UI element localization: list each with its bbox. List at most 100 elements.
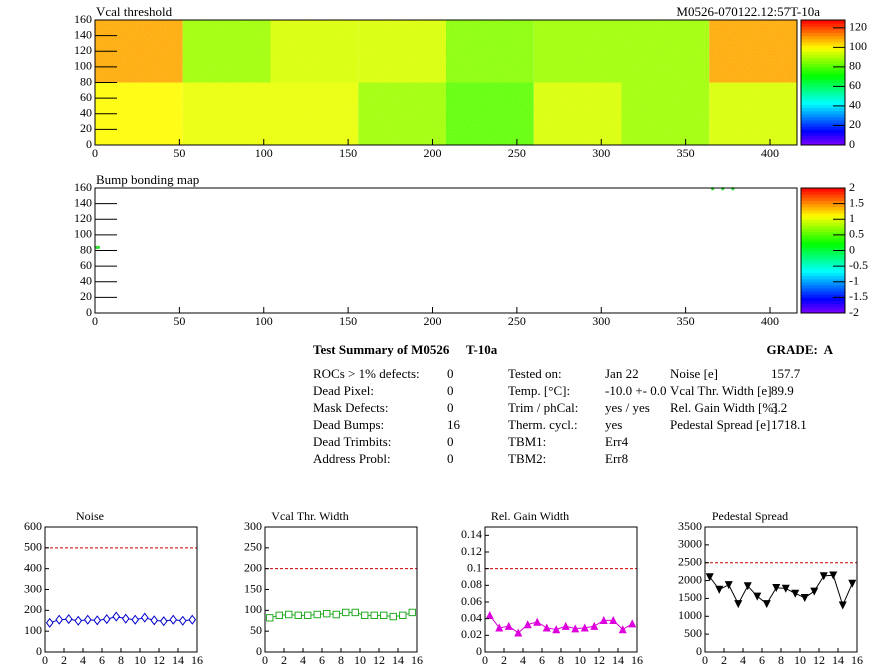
summary-label: Therm. cycl.: — [508, 417, 578, 432]
colorbar-step — [801, 303, 845, 308]
data-point — [495, 623, 504, 632]
x-tick-label: 8 — [338, 653, 344, 667]
colorbar-step — [801, 263, 845, 267]
colorbar-step — [801, 309, 845, 314]
colorbar-step — [801, 297, 845, 301]
colorbar-step — [801, 206, 845, 211]
colorbar-tick-label: 0 — [849, 242, 855, 256]
x-tick-label: 150 — [339, 314, 357, 328]
colorbar-step — [801, 244, 845, 248]
colorbar-tick-label: -1.5 — [849, 289, 868, 303]
x-tick-label: 6 — [759, 653, 765, 667]
colorbar-step — [801, 278, 845, 283]
colorbar-step — [801, 101, 845, 105]
colorbar-tick-label: 100 — [849, 39, 867, 53]
y-tick-label: 100 — [74, 59, 92, 73]
summary-label: Temp. [°C]: — [508, 383, 570, 398]
y-tick-label: 2000 — [678, 572, 702, 586]
chart-subtitle: M0526-070122.12:57T-10a — [676, 4, 820, 19]
y-tick-label: 60 — [80, 258, 92, 272]
colorbar-step — [801, 209, 845, 214]
x-tick-label: 50 — [173, 314, 185, 328]
x-tick-label: 2 — [721, 653, 727, 667]
summary-value: Err4 — [605, 434, 629, 449]
colorbar-step — [801, 48, 845, 52]
data-point — [332, 610, 340, 619]
x-tick-label: 4 — [300, 653, 306, 667]
summary-value: 89.9 — [771, 383, 794, 398]
y-tick-label: 20 — [80, 289, 92, 303]
data-point — [45, 617, 54, 628]
x-tick-label: 0 — [702, 653, 708, 667]
data-point — [178, 615, 187, 626]
colorbar-step — [801, 88, 845, 93]
summary-module-tag: T-10a — [466, 342, 498, 357]
x-tick-label: 100 — [255, 314, 273, 328]
data-point — [74, 615, 83, 626]
data-point — [93, 615, 102, 626]
series-line — [269, 611, 413, 619]
data-point — [504, 621, 513, 630]
colorbar-step — [801, 110, 845, 115]
data-point — [829, 571, 838, 580]
y-tick-label: 0.08 — [461, 577, 482, 591]
x-tick-label: 14 — [832, 653, 844, 667]
x-tick-label: 2 — [281, 653, 287, 667]
summary-value: -10.0 +- 0.0 — [605, 383, 667, 398]
y-tick-label: 600 — [24, 519, 42, 533]
x-tick-label: 0 — [262, 653, 268, 667]
colorbar-step — [801, 76, 845, 80]
colorbar-tick-label: 2 — [849, 180, 855, 194]
data-point — [724, 581, 733, 590]
colorbar-step — [801, 38, 845, 43]
data-point — [370, 611, 378, 620]
data-point — [294, 611, 302, 620]
colorbar-step — [801, 135, 845, 140]
data-point — [351, 608, 359, 617]
colorbar-step — [801, 272, 845, 276]
colorbar-step — [801, 225, 845, 230]
colorbar-step — [801, 126, 845, 130]
data-point — [762, 600, 771, 609]
x-tick-label: 200 — [424, 146, 442, 160]
data-point — [83, 614, 92, 625]
colorbar-tick-label: 20 — [849, 117, 861, 131]
data-point — [772, 584, 781, 593]
x-tick-label: 12 — [153, 653, 165, 667]
colorbar-step — [801, 51, 845, 55]
summary-label: Vcal Thr. Width [e] — [670, 383, 772, 398]
data-point — [514, 628, 523, 637]
y-tick-label: 1500 — [678, 590, 702, 604]
colorbar-step — [801, 238, 845, 242]
colorbar-step — [801, 266, 845, 270]
y-tick-label: 60 — [80, 90, 92, 104]
colorbar-step — [801, 194, 845, 198]
x-tick-label: 4 — [520, 653, 526, 667]
colorbar-step — [801, 306, 845, 311]
colorbar-step — [801, 91, 845, 96]
x-tick-label: 2 — [61, 653, 67, 667]
colorbar-step — [801, 253, 845, 258]
colorbar-step — [801, 85, 845, 90]
summary-label: TBM2: — [508, 451, 546, 466]
colorbar-step — [801, 288, 845, 292]
summary-value: 0 — [447, 400, 454, 415]
data-point — [313, 610, 321, 619]
y-tick-label: 1000 — [678, 608, 702, 622]
y-tick-label: 100 — [74, 227, 92, 241]
x-tick-label: 150 — [339, 146, 357, 160]
y-tick-label: 0.02 — [461, 627, 482, 641]
summary-label: Trim / phCal: — [508, 400, 578, 415]
colorbar-step — [801, 70, 845, 74]
x-tick-label: 6 — [319, 653, 325, 667]
data-point — [628, 619, 637, 628]
colorbar-step — [801, 213, 845, 217]
y-tick-label: 0 — [696, 644, 702, 658]
summary-value: yes / yes — [605, 400, 650, 415]
summary-label: Noise [e] — [670, 366, 718, 381]
data-point — [618, 625, 627, 634]
colorbar-tick-label: 1 — [849, 211, 855, 225]
colorbar-tick-label: 1.5 — [849, 195, 864, 209]
colorbar-step — [801, 23, 845, 27]
data-point — [753, 592, 762, 601]
